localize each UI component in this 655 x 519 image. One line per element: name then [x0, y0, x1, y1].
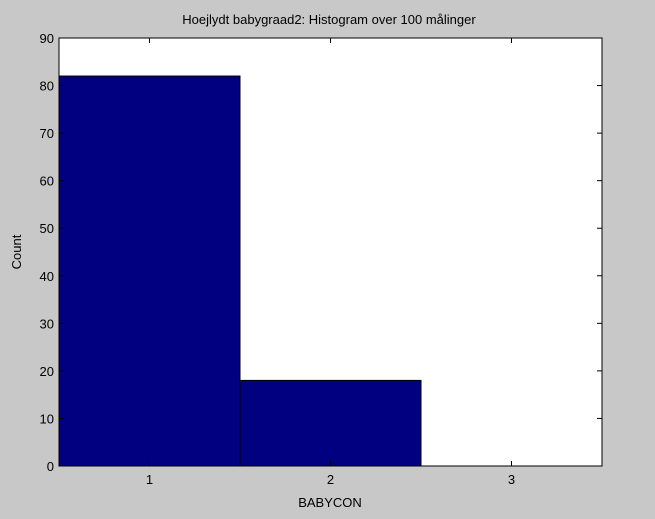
y-tick-label-10: 10 — [40, 411, 54, 426]
y-tick-label-70: 70 — [40, 126, 54, 141]
histogram-bar-2 — [239, 379, 422, 467]
y-axis-label: Count — [9, 234, 24, 269]
axes-frame — [58, 37, 603, 467]
y-tick-label-0: 0 — [47, 459, 54, 474]
y-tick-label-50: 50 — [40, 221, 54, 236]
y-tick-label-90: 90 — [40, 31, 54, 46]
y-tick-label-30: 30 — [40, 316, 54, 331]
x-tick-label-3: 3 — [508, 472, 515, 487]
y-tick-label-40: 40 — [40, 269, 54, 284]
y-tick-label-80: 80 — [40, 79, 54, 94]
y-tick-label-20: 20 — [40, 364, 54, 379]
x-tick-label-2: 2 — [327, 472, 334, 487]
x-tick-label-1: 1 — [146, 472, 153, 487]
y-tick-label-60: 60 — [40, 174, 54, 189]
bars-group — [58, 75, 422, 467]
histogram-bar-1 — [58, 75, 241, 467]
chart-title: Hoejlydt babygraad2: Histogram over 100 … — [182, 12, 476, 27]
x-axis-label: BABYCON — [298, 495, 362, 510]
